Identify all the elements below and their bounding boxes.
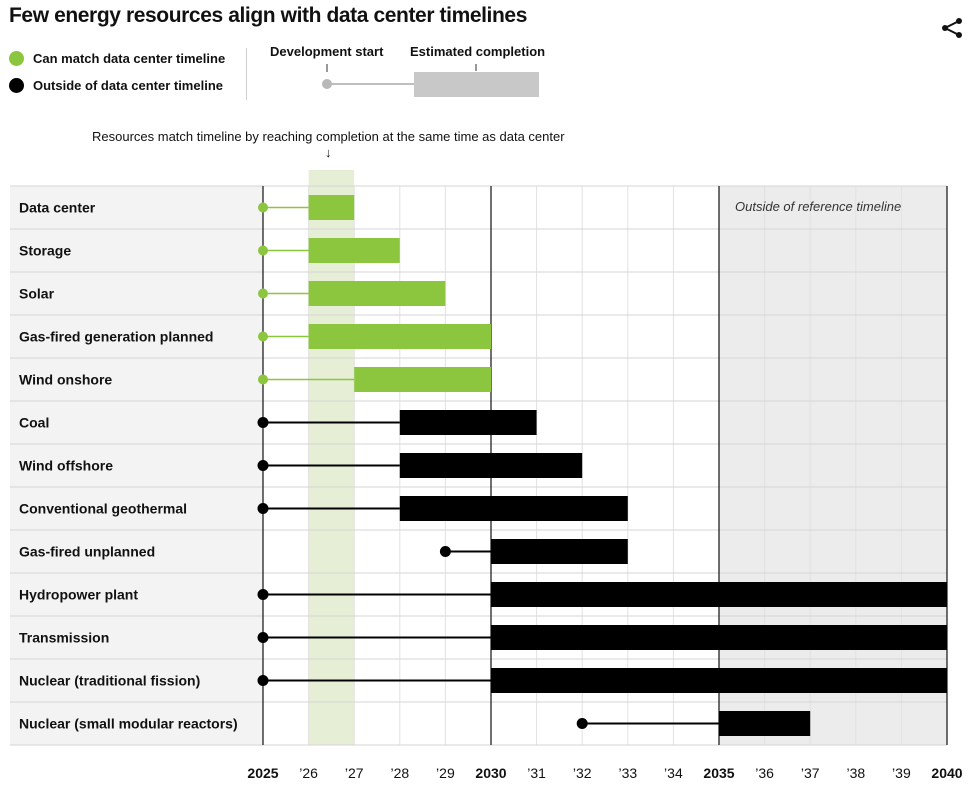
x-tick-label: ’31 [527,765,546,781]
outside-reference-label: Outside of reference timeline [735,199,901,214]
x-tick-label: ’26 [299,765,318,781]
gantt-row: Nuclear (traditional fission) [19,668,947,693]
development-start-dot [258,245,268,256]
x-tick-label: ’28 [390,765,409,781]
legend-label-match: Can match data center timeline [33,50,226,66]
development-start-dot [576,718,588,729]
gantt-chart: Outside of reference timeline Data center… [10,170,963,781]
development-start-dot [257,675,269,686]
row-label: Hydropower plant [19,587,138,603]
completion-bar [399,496,628,521]
row-label: Coal [19,415,49,431]
legend-item-match: Can match data center timeline [9,48,225,68]
x-tick-label: ’34 [664,765,683,781]
key-estimated-completion-label: Estimated completion [410,44,546,59]
x-tick-label: ’32 [573,765,592,781]
row-label: Wind offshore [19,458,113,474]
row-label-panel [10,186,263,745]
legend-dot-outside [9,77,24,93]
development-start-dot [257,417,269,428]
share-icon[interactable] [940,16,964,40]
gantt-row: Wind onshore [19,367,491,392]
development-start-dot [257,460,269,471]
completion-bar [308,324,491,349]
outside-reference-shade [719,186,947,745]
row-label: Gas-fired unplanned [19,544,155,560]
x-tick-label: 2040 [931,765,962,781]
legend-item-outside: Outside of data center timeline [9,75,223,95]
x-tick-label: ’29 [436,765,455,781]
x-tick-label: ’27 [345,765,364,781]
key-completion-bar [414,72,539,97]
completion-bar [399,453,583,478]
x-tick-label: ’33 [618,765,637,781]
legend-label-outside: Outside of data center timeline [33,77,223,93]
x-tick-label: ’37 [801,765,820,781]
x-tick-label: ’39 [892,765,911,781]
development-start-dot [258,288,268,299]
gantt-row: Gas-fired unplanned [19,539,628,564]
legend-dot-match [9,50,24,66]
match-band-highlight [308,170,355,745]
row-label: Conventional geothermal [19,501,187,517]
gantt-row: Conventional geothermal [19,496,628,521]
completion-bar [719,711,811,736]
development-start-dot [439,546,451,557]
row-label: Transmission [19,630,109,646]
annotation-arrow-icon: ↓ [325,145,332,160]
development-start-dot [257,589,269,600]
band-annotation: Resources match timeline by reaching com… [92,129,565,144]
chart-title: Few energy resources align with data cen… [9,4,527,27]
row-label: Solar [19,286,55,302]
x-tick-label: 2025 [247,765,278,781]
key-diagram [322,64,539,97]
key-development-start-label: Development start [270,44,384,59]
key-start-dot [322,79,332,89]
gantt-row: Wind offshore [19,453,583,478]
gantt-row: Data center [19,195,355,220]
row-label: Wind onshore [19,372,112,388]
x-tick-label: ’36 [755,765,774,781]
development-start-dot [257,503,269,514]
row-label: Nuclear (traditional fission) [19,673,200,689]
completion-bar [491,625,947,650]
row-label: Nuclear (small modular reactors) [19,716,238,732]
development-start-dot [257,632,269,643]
completion-bar [308,238,400,263]
gantt-row: Gas-fired generation planned [19,324,491,349]
gantt-row: Solar [19,281,446,306]
x-tick-label: 2035 [703,765,734,781]
completion-bar [399,410,537,435]
row-label: Storage [19,243,71,259]
x-tick-label: ’38 [846,765,865,781]
gantt-row: Transmission [19,625,947,650]
completion-bar [308,195,355,220]
row-label: Data center [19,200,96,216]
completion-bar [491,539,628,564]
development-start-dot [258,202,268,213]
gantt-row: Coal [19,410,537,435]
completion-bar [491,582,947,607]
development-start-dot [258,374,268,385]
x-tick-label: 2030 [475,765,506,781]
development-start-dot [258,331,268,342]
completion-bar [354,367,491,392]
completion-bar [308,281,446,306]
row-label: Gas-fired generation planned [19,329,213,345]
gantt-row: Hydropower plant [19,582,947,607]
completion-bar [491,668,947,693]
gantt-row: Nuclear (small modular reactors) [19,711,811,736]
legend-divider [246,48,247,100]
gantt-row: Storage [19,238,400,263]
